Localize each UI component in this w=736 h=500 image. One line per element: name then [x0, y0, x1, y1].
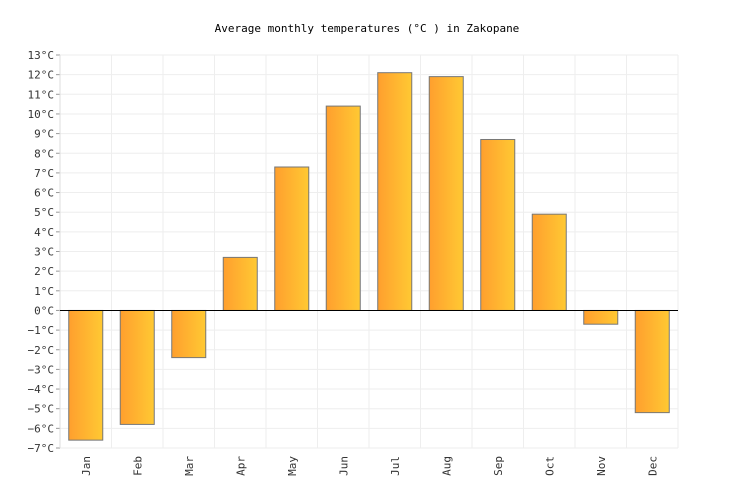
y-tick-label: 8°C [34, 147, 54, 160]
bar-jun [325, 105, 361, 311]
y-tick-label: −7°C [28, 442, 55, 455]
y-tick-label: 3°C [34, 246, 54, 259]
y-tick-label: 6°C [34, 187, 54, 200]
bars [68, 72, 670, 441]
x-tick-label: Aug [440, 456, 453, 476]
axes [56, 54, 678, 449]
bar-nov [583, 309, 619, 325]
bar-dec [634, 309, 670, 414]
y-tick-label: 12°C [28, 69, 55, 82]
y-tick-label: 11°C [28, 88, 55, 101]
x-tick-labels: Jan Feb Mar Apr May Jun Jul Aug Sep Oct Nov Dec [80, 456, 660, 476]
y-tick-label: −2°C [28, 344, 55, 357]
x-tick-label: Jun [337, 456, 350, 476]
y-tick-label: 7°C [34, 167, 54, 180]
y-tick-label: −3°C [28, 363, 55, 376]
x-tick-label: Sep [492, 456, 505, 476]
y-tick-label: −5°C [28, 403, 55, 416]
bar-jul [377, 72, 413, 311]
y-tick-label: 2°C [34, 265, 54, 278]
x-tick-label: Nov [595, 456, 608, 476]
x-tick-label: Dec [646, 456, 659, 476]
y-tick-label: 9°C [34, 128, 54, 141]
bar-feb [119, 309, 155, 425]
y-tick-label: 10°C [28, 108, 55, 121]
y-tick-labels: 13°C 12°C 11°C 10°C 9°C 8°C 7°C 6°C 5°C 4°C 3°C 2°C… [28, 49, 55, 455]
bar-jan [68, 309, 104, 441]
x-tick-label: May [286, 456, 299, 476]
bar-oct [531, 213, 567, 311]
x-tick-label: Jul [389, 456, 402, 476]
x-tick-label: Oct [543, 456, 556, 476]
x-tick-label: Jan [80, 456, 93, 476]
x-tick-label: Feb [131, 456, 144, 476]
bar-may [274, 166, 310, 311]
x-tick-label: Apr [234, 456, 247, 476]
y-tick-label: −4°C [28, 383, 55, 396]
bar-aug [428, 76, 464, 311]
chart-title: Average monthly temperatures (°C ) in Za… [215, 22, 520, 35]
bar-apr [222, 256, 258, 311]
bar-mar [171, 309, 207, 359]
y-tick-label: −1°C [28, 324, 55, 337]
y-tick-label: 13°C [28, 49, 55, 62]
x-tick-label: Mar [183, 456, 196, 476]
y-tick-label: 4°C [34, 226, 54, 239]
y-tick-label: 0°C [34, 304, 54, 317]
y-tick-label: −6°C [28, 422, 55, 435]
bar-sep [480, 138, 516, 311]
y-tick-label: 1°C [34, 285, 54, 298]
y-tick-label: 5°C [34, 206, 54, 219]
